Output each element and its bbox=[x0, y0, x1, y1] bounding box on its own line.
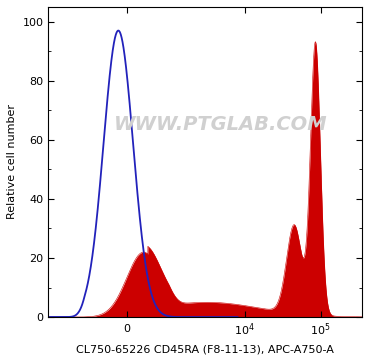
Text: WWW.PTGLAB.COM: WWW.PTGLAB.COM bbox=[114, 115, 328, 134]
X-axis label: CL750-65226 CD45RA (F8-11-13), APC-A750-A: CL750-65226 CD45RA (F8-11-13), APC-A750-… bbox=[76, 344, 334, 354]
Y-axis label: Relative cell number: Relative cell number bbox=[7, 104, 17, 219]
